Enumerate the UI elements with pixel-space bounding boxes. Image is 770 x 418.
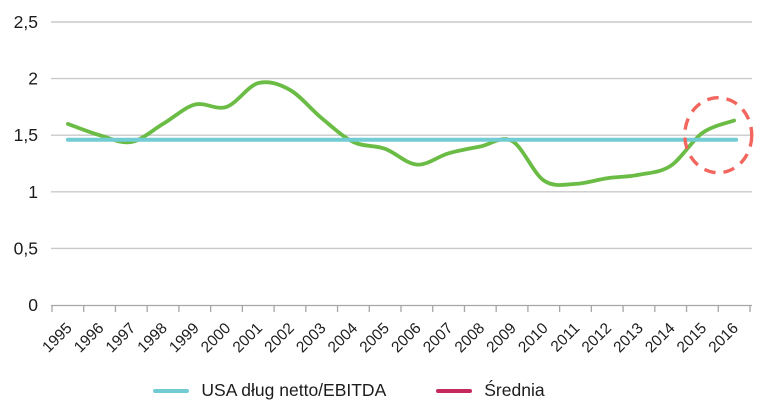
legend-item-usa-dlug-netto: USA dług netto/EBITDA bbox=[153, 380, 386, 401]
y-tick-label: 2,5 bbox=[14, 12, 38, 32]
x-tick-label: 2011 bbox=[548, 320, 584, 356]
x-tick-label: 2008 bbox=[452, 320, 488, 356]
x-tick-label: 2014 bbox=[642, 320, 679, 357]
data-series-line bbox=[66, 80, 736, 187]
legend-label-usa: USA dług netto/EBITDA bbox=[201, 380, 387, 400]
y-axis-labels: 0 0,5 1 1,5 2 2,5 bbox=[14, 12, 39, 315]
x-axis-labels: 1995199619971998199920002001200220032004… bbox=[39, 320, 742, 357]
x-tick-label: 2006 bbox=[388, 320, 424, 356]
y-tick-label: 0,5 bbox=[14, 238, 38, 258]
legend: USA dług netto/EBITDA Średnia bbox=[0, 380, 734, 401]
x-tick-label: 2015 bbox=[674, 320, 710, 356]
x-tick-label: 2009 bbox=[483, 320, 519, 356]
legend-item-srednia: Średnia bbox=[436, 380, 545, 401]
x-tick-label: 2012 bbox=[579, 320, 615, 356]
y-tick-label: 1 bbox=[28, 182, 38, 202]
series-layer bbox=[65, 80, 754, 187]
y-tick-label: 2 bbox=[28, 69, 38, 89]
highlight-circle-annotation bbox=[683, 95, 754, 175]
gridlines bbox=[51, 21, 752, 250]
x-tick-label: 1997 bbox=[103, 320, 139, 356]
y-tick-label: 0 bbox=[28, 295, 38, 315]
x-axis bbox=[51, 304, 752, 312]
x-tick-label: 2003 bbox=[293, 320, 329, 356]
x-tick-label: 1999 bbox=[166, 320, 202, 356]
x-tick-label: 2000 bbox=[198, 320, 235, 357]
x-tick-label: 2013 bbox=[610, 320, 646, 356]
y-tick-label: 1,5 bbox=[14, 125, 38, 145]
x-tick-label: 1996 bbox=[71, 320, 107, 356]
legend-label-srednia: Średnia bbox=[484, 380, 545, 400]
x-tick-label: 1998 bbox=[134, 320, 170, 356]
x-tick-label: 2007 bbox=[420, 320, 456, 356]
x-tick-label: 1995 bbox=[39, 320, 75, 356]
legend-swatch-srednia bbox=[436, 388, 473, 393]
line-chart: 00,511,522,5 199519961997199819992000200… bbox=[14, 12, 754, 357]
x-tick-label: 2010 bbox=[515, 320, 552, 357]
x-tick-label: 2004 bbox=[325, 320, 362, 357]
x-tick-label: 2005 bbox=[357, 320, 393, 356]
x-tick-label: 2001 bbox=[230, 320, 266, 356]
x-tick-label: 2002 bbox=[261, 320, 297, 356]
legend-swatch-usa bbox=[153, 388, 190, 393]
x-tick-label: 2016 bbox=[706, 320, 742, 356]
